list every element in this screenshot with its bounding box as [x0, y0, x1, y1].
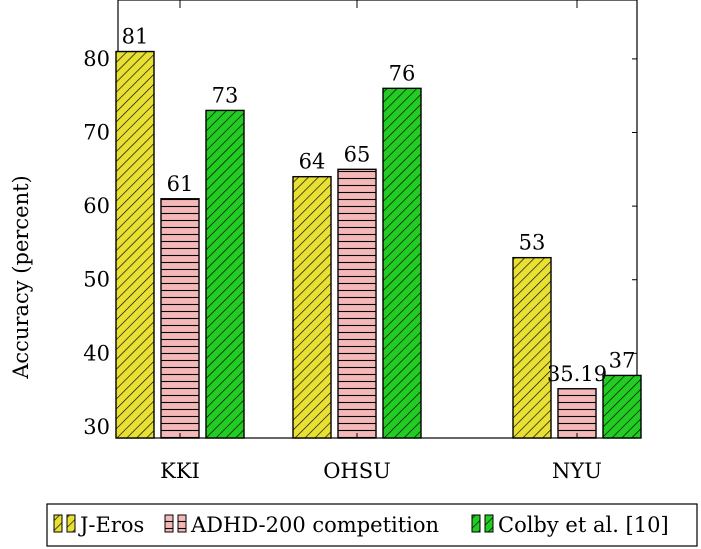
legend-entry-label: J-Eros [78, 513, 144, 537]
y-axis-title: Accuracy (percent) [9, 175, 33, 380]
bar-value-label: 37 [609, 348, 636, 372]
legend-swatch [66, 514, 76, 533]
bar-j-eros-ohsu [292, 175, 332, 439]
bar-adhd-200-competition-kki [160, 198, 200, 439]
legend-swatch [484, 514, 494, 533]
legend-swatch [164, 514, 174, 533]
bar-value-label: 73 [212, 83, 239, 107]
bar-value-label: 61 [167, 172, 194, 196]
bars-layer [115, 50, 642, 439]
legend: J-Eros ADHD-200 competition Colby et al. [… [46, 503, 698, 547]
legend-swatch [53, 514, 63, 533]
bar-value-label: 81 [122, 25, 149, 49]
bar-adhd-200-competition-nyu [557, 388, 597, 439]
bar-value-label: 53 [519, 231, 546, 255]
legend-box [46, 503, 698, 547]
y-axis-ticks: 30 40 50 60 70 80 [83, 47, 637, 439]
x-tick-label: NYU [552, 459, 602, 483]
bar-adhd-200-competition-ohsu [337, 168, 377, 439]
x-axis-ticks: KKI OHSU NYU [160, 0, 602, 483]
y-tick-label: 30 [83, 415, 110, 439]
y-tick-label: 40 [83, 341, 110, 365]
x-tick-label: KKI [160, 459, 200, 483]
legend-swatch [177, 514, 187, 533]
bar-j-eros-nyu [512, 256, 552, 439]
y-tick-label: 60 [83, 194, 110, 218]
y-tick-label: 80 [83, 47, 110, 71]
bar-colby-et-al-10--kki [205, 109, 245, 439]
bar-value-label: 76 [389, 61, 416, 85]
legend-entry-label: ADHD-200 competition [190, 513, 439, 537]
y-tick-label: 70 [83, 121, 110, 145]
bar-value-label: 35.19 [547, 362, 607, 386]
bar-colby-et-al-10--nyu [602, 374, 642, 439]
x-tick-label: OHSU [323, 459, 391, 483]
y-tick-label: 50 [83, 268, 110, 292]
bar-colby-et-al-10--ohsu [382, 87, 422, 439]
legend-swatch [471, 514, 481, 533]
bar-j-eros-kki [115, 50, 155, 439]
bar-value-label: 64 [299, 150, 326, 174]
bar-value-label: 65 [344, 142, 371, 166]
legend-entry-label: Colby et al. [10] [498, 513, 669, 537]
